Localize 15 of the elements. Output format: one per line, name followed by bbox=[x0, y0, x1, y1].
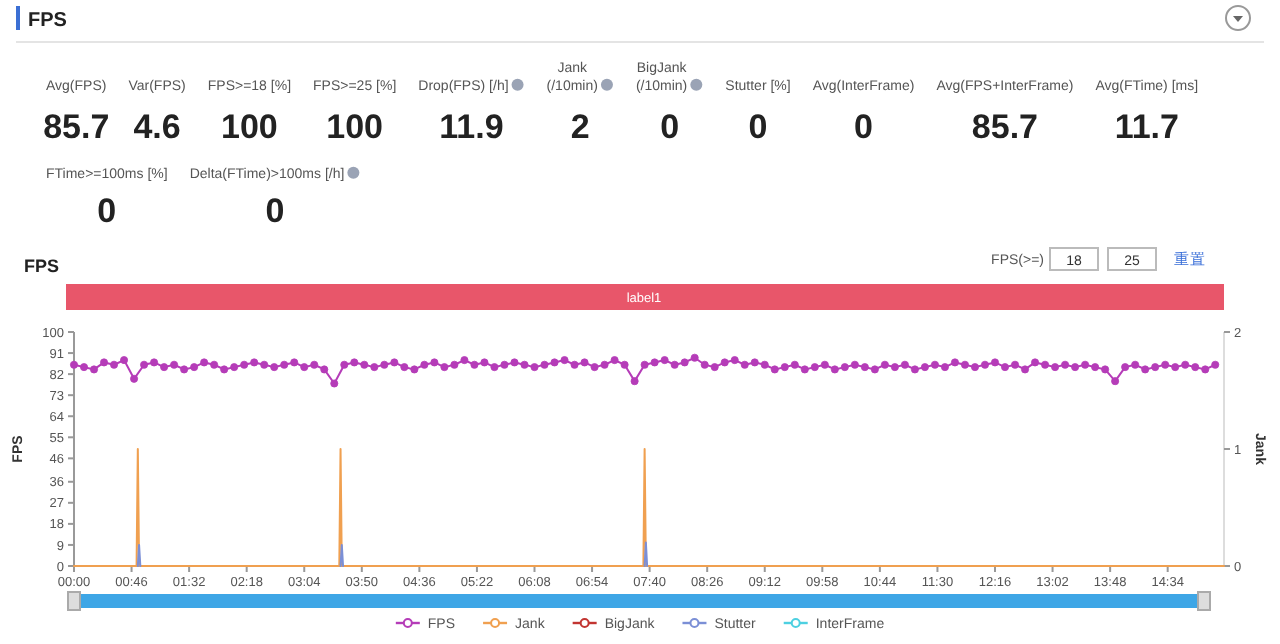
text: 0 bbox=[854, 108, 873, 146]
text: FPS bbox=[28, 10, 68, 32]
text: 100 bbox=[221, 108, 278, 146]
text: 4.6 bbox=[133, 108, 181, 146]
text: 100 bbox=[326, 108, 384, 146]
text: 0 bbox=[660, 108, 680, 146]
text: 11.9 bbox=[439, 108, 504, 146]
chart-title: FPS bbox=[24, 256, 60, 276]
text: 2 bbox=[570, 108, 590, 146]
text: 85.7 bbox=[43, 108, 110, 146]
text: 85.7 bbox=[971, 108, 1038, 146]
text: 11.7 bbox=[1114, 108, 1179, 146]
text: 0 bbox=[265, 192, 285, 230]
text: 0 bbox=[97, 192, 117, 230]
text: 0 bbox=[748, 108, 768, 146]
